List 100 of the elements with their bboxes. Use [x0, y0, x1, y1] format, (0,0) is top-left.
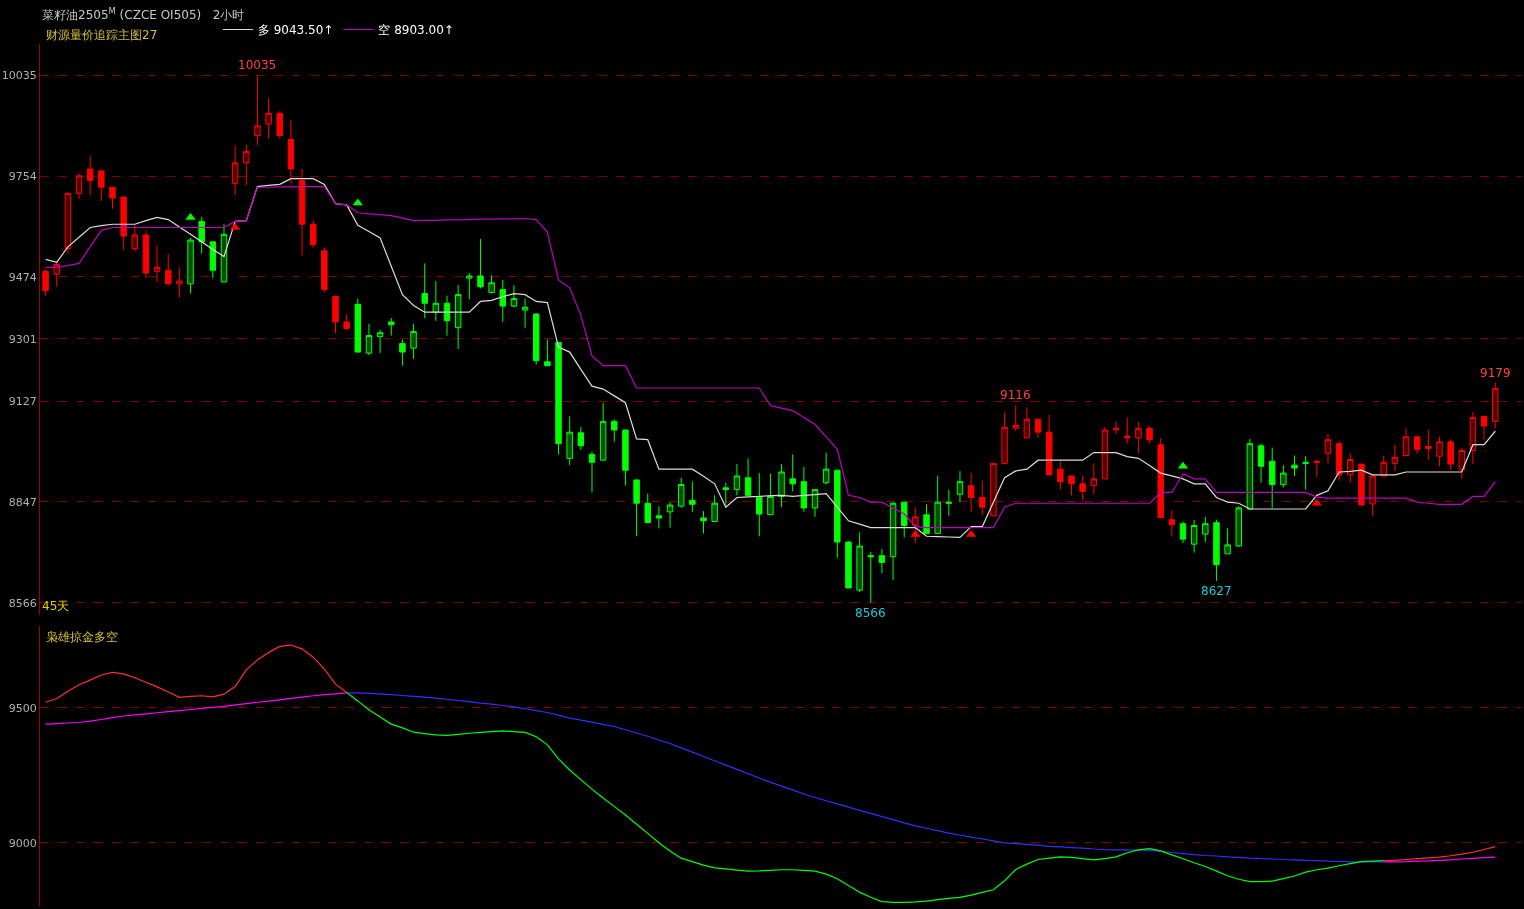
candlestick — [1469, 411, 1477, 465]
candlestick — [1492, 382, 1499, 429]
candlestick — [1268, 447, 1276, 509]
candlestick — [1402, 427, 1410, 457]
candlestick — [198, 216, 205, 255]
candlestick — [979, 480, 986, 516]
candlestick — [42, 268, 49, 297]
candlestick — [544, 339, 551, 367]
candlestick — [822, 452, 830, 486]
candlestick — [1179, 521, 1187, 544]
candlestick — [321, 247, 328, 293]
candlestick — [265, 98, 272, 139]
candlestick — [153, 245, 161, 283]
candlestick — [343, 313, 350, 331]
candlestick — [98, 170, 105, 202]
candlestick — [923, 503, 930, 534]
line-series — [346, 691, 1385, 904]
annotation: 9116 — [1000, 388, 1031, 402]
candlestick — [209, 241, 217, 279]
candlestick — [1324, 433, 1332, 464]
candlestick — [220, 223, 228, 283]
candlestick — [1280, 464, 1287, 488]
candlestick — [276, 110, 283, 139]
candlestick — [231, 144, 239, 196]
candlestick — [187, 237, 194, 295]
candlestick — [577, 426, 585, 451]
y-tick-label: 9500 — [8, 701, 37, 715]
candlestick — [466, 272, 473, 300]
candlestick — [900, 501, 908, 538]
candlestick — [499, 279, 507, 323]
annotation: 8627 — [1201, 584, 1232, 598]
candlestick — [677, 477, 685, 509]
candlestick — [109, 186, 116, 210]
candlestick — [1202, 516, 1209, 543]
annotation: 8566 — [855, 606, 886, 620]
candlestick — [1369, 475, 1376, 517]
candlestick — [1057, 460, 1064, 491]
candlestick — [611, 418, 618, 443]
annotation: 45天 — [42, 599, 70, 613]
candlestick — [1090, 462, 1098, 495]
candlestick — [1413, 436, 1421, 454]
candlestick — [488, 274, 495, 295]
chart-subtitle: 财源量价追踪主图27 — [46, 28, 158, 42]
candlestick — [410, 323, 417, 360]
candlestick — [1023, 407, 1031, 439]
candlestick — [64, 191, 72, 255]
candlestick — [399, 339, 406, 367]
candlestick — [1079, 475, 1086, 502]
candlestick — [1302, 455, 1309, 491]
candlestick — [510, 284, 518, 308]
candlestick — [176, 266, 183, 298]
candlestick — [120, 196, 127, 251]
candlestick — [53, 261, 60, 288]
candlestick — [142, 229, 150, 279]
candlestick — [86, 154, 94, 196]
candlestick — [889, 501, 897, 581]
candlestick — [1335, 440, 1343, 482]
candlestick — [1391, 444, 1399, 472]
candlestick — [912, 506, 919, 544]
candlestick — [454, 284, 462, 350]
point — [910, 529, 921, 537]
candlestick — [756, 472, 763, 537]
y-tick-label: 8847 — [8, 495, 37, 509]
candlestick — [1157, 437, 1164, 519]
candlestick — [778, 463, 785, 508]
legend-label: 多 9043.50↑ — [257, 23, 334, 38]
candlestick — [1436, 436, 1443, 467]
y-tick-label: 10035 — [1, 69, 37, 83]
candlestick — [1246, 438, 1254, 510]
candlestick — [477, 238, 484, 290]
candlestick — [945, 489, 953, 517]
candlestick — [1034, 418, 1042, 439]
candlestick — [1068, 475, 1075, 496]
candlestick — [1012, 404, 1019, 432]
candlestick — [1101, 426, 1109, 480]
candlestick — [1168, 509, 1176, 537]
candlestick — [644, 493, 651, 524]
candlestick — [666, 501, 674, 529]
legend-label: 空 8903.00↑ — [378, 23, 454, 38]
candlestick — [1135, 421, 1142, 454]
candlestick — [1124, 416, 1131, 445]
candlestick — [309, 219, 317, 249]
annotation: 9179 — [1480, 366, 1511, 380]
y-tick-label: 8566 — [8, 596, 37, 610]
candlestick — [856, 531, 863, 593]
candlestick — [1458, 447, 1466, 480]
candlestick — [555, 341, 562, 455]
candlestick — [733, 463, 741, 496]
candlestick — [1001, 411, 1008, 465]
line-series — [346, 692, 1385, 863]
candlestick — [811, 489, 819, 518]
candlestick — [722, 482, 730, 506]
candlestick — [332, 295, 339, 334]
candlestick — [1112, 420, 1120, 435]
candlestick — [533, 312, 540, 366]
candlestick — [956, 470, 964, 503]
candlestick — [388, 317, 395, 337]
candlestick — [689, 481, 696, 513]
candlestick — [432, 280, 440, 322]
y-tick-label: 9754 — [8, 169, 37, 183]
